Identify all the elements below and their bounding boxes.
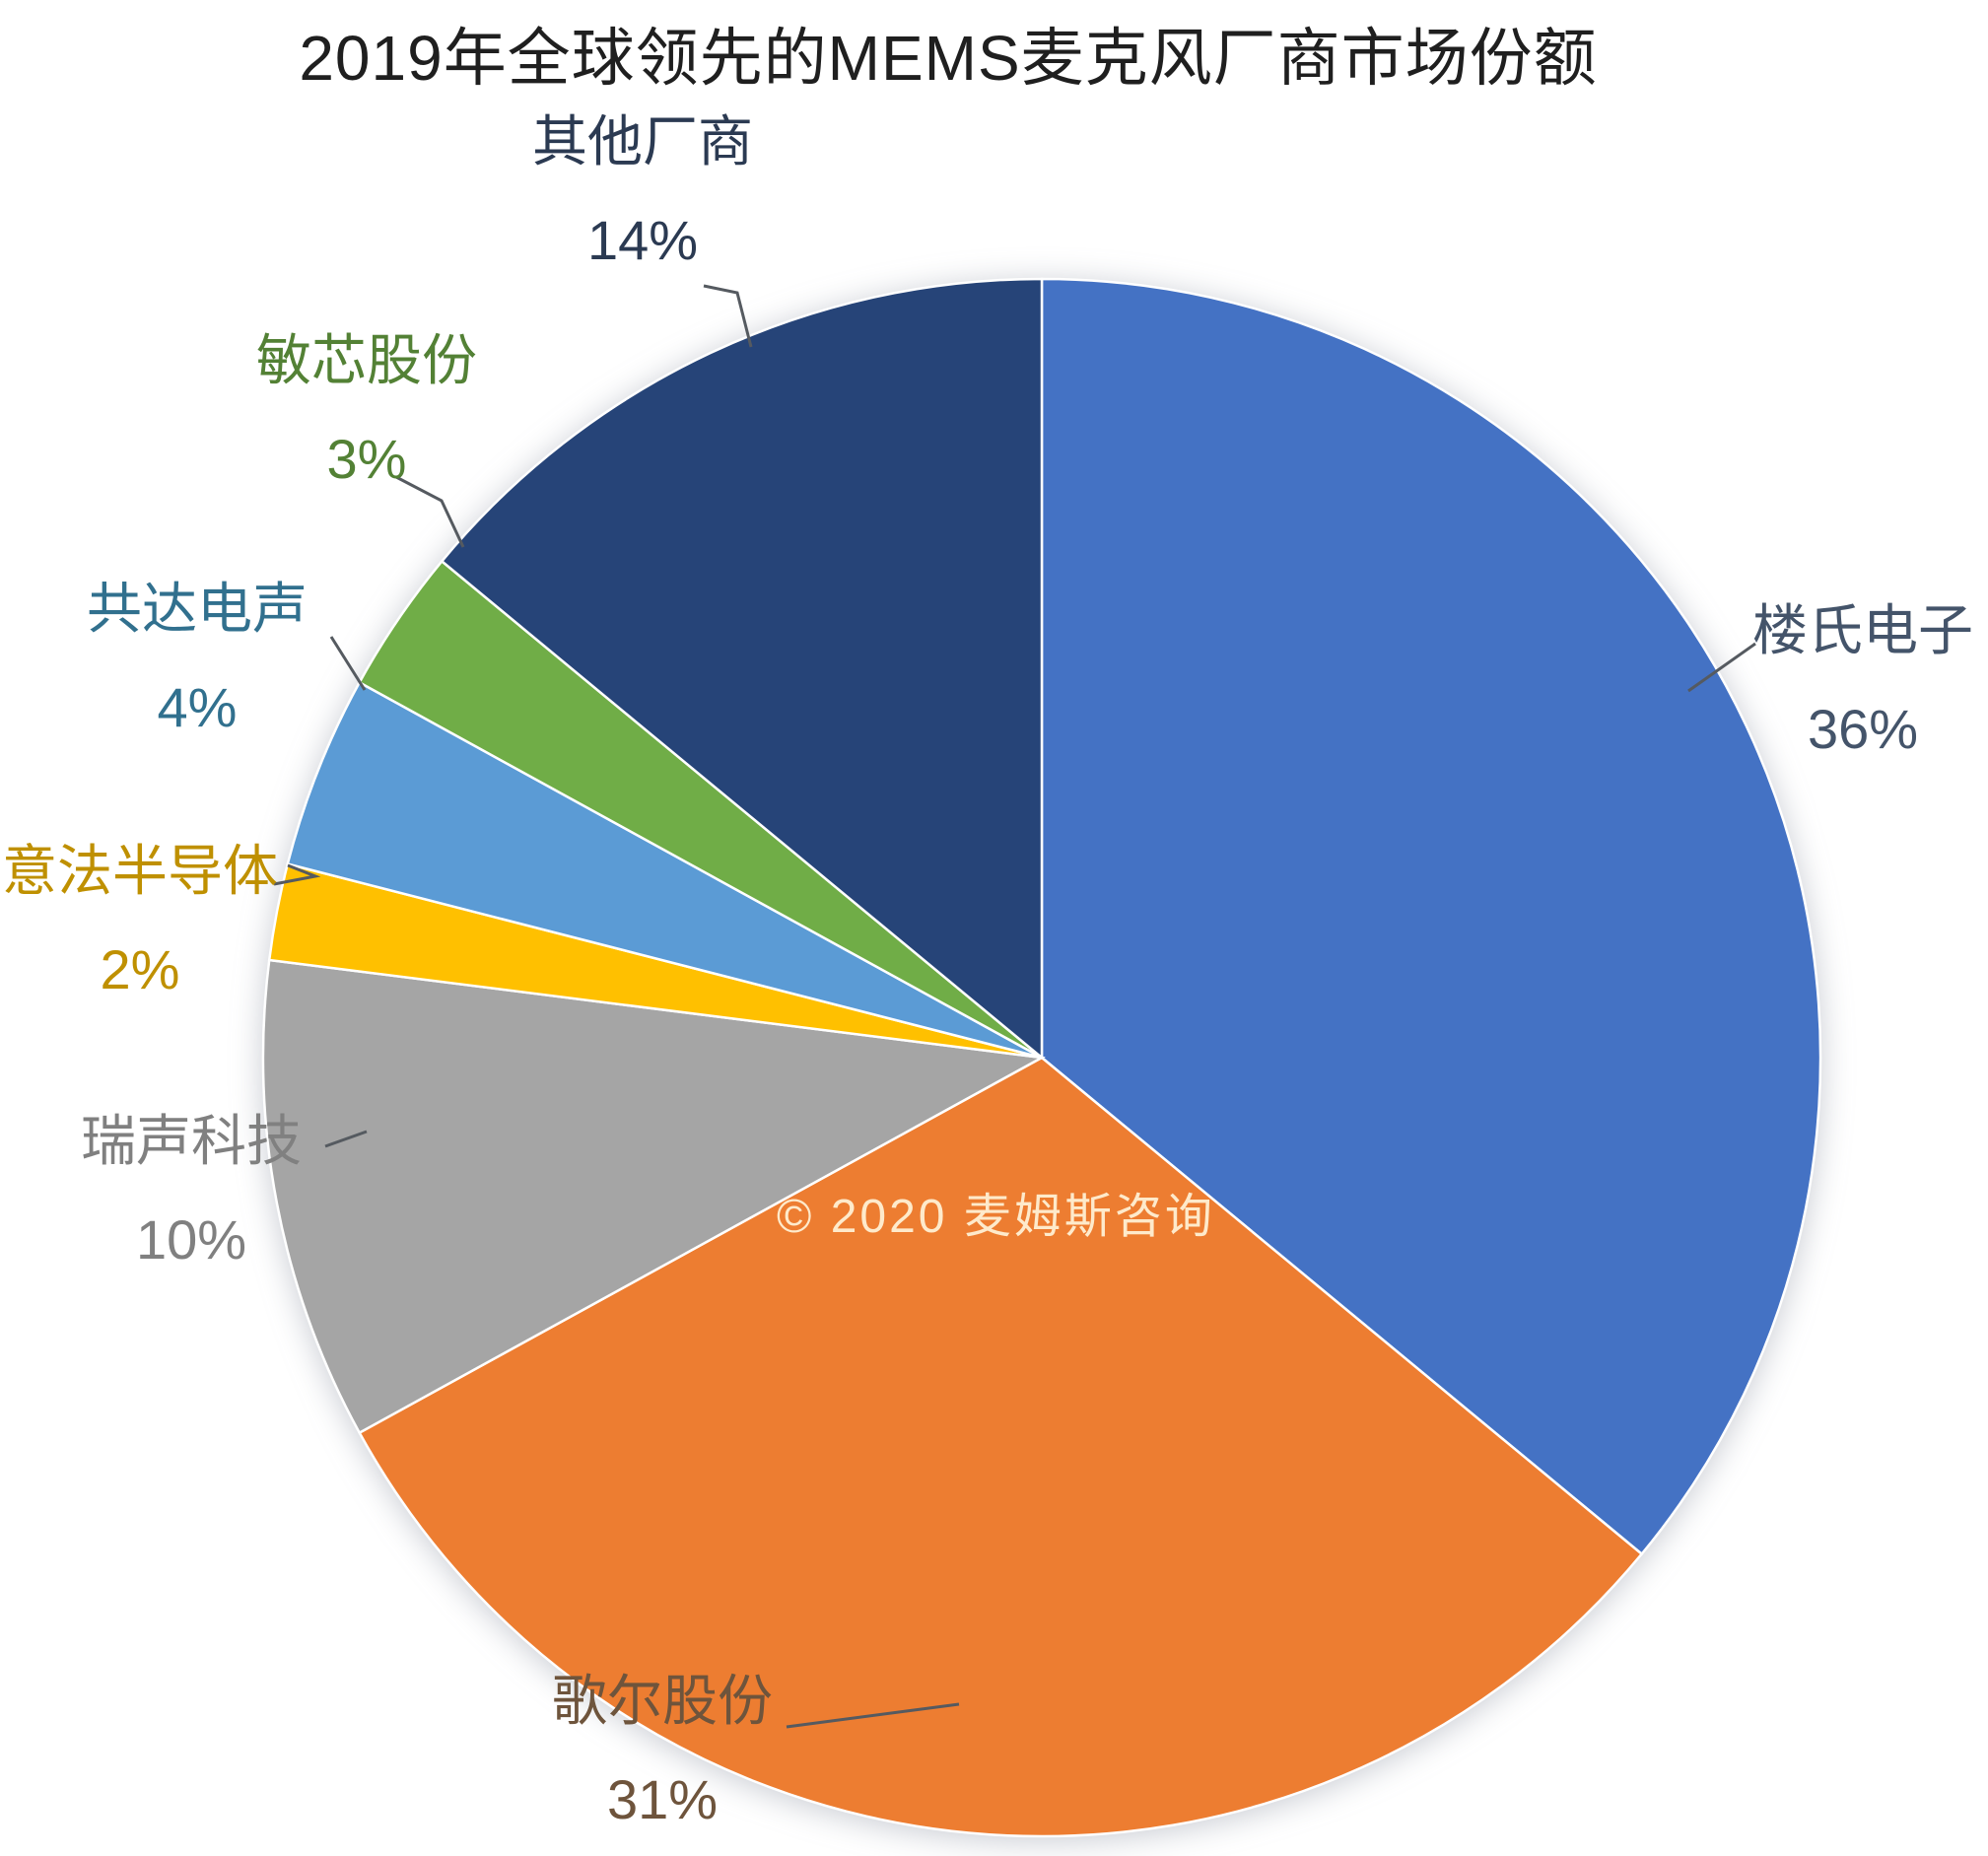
leader-line-0 <box>1687 642 1756 693</box>
label-st: 意法半导体 2% <box>0 844 300 997</box>
label-knowles-name: 楼氏电子 <box>1752 599 1973 661</box>
label-others-pct: 14% <box>586 209 699 271</box>
pie-slice-2 <box>261 958 1046 1435</box>
pie-slice-6 <box>440 277 1044 1061</box>
label-aac: 瑞声科技 10% <box>34 1114 349 1268</box>
leader-line-5 <box>395 475 465 548</box>
pie-slices-group <box>261 277 1822 1838</box>
watermark: © 2020 麦姆斯咨询 <box>777 1191 1215 1243</box>
leader-line-2 <box>324 1130 368 1148</box>
leader-line-3 <box>273 863 321 886</box>
label-knowles: 楼氏电子 36% <box>1715 603 1988 757</box>
label-minchip: 敏芯股份 3% <box>209 333 524 487</box>
label-gettop-pct: 4% <box>157 676 238 738</box>
leader-line-1 <box>786 1702 960 1729</box>
label-minchip-pct: 3% <box>326 428 407 490</box>
label-aac-pct: 10% <box>135 1208 247 1271</box>
label-gettop-name: 共达电声 <box>87 578 308 640</box>
leader-line-4 <box>329 636 367 691</box>
pie-slice-4 <box>286 680 1043 1060</box>
chart-title: 2019年全球领先的MEMS麦克风厂商市场份额 <box>299 23 1598 94</box>
label-others-name: 其他厂商 <box>532 110 753 172</box>
label-minchip-name: 敏芯股份 <box>256 329 477 391</box>
label-goertek-pct: 31% <box>606 1768 719 1830</box>
label-knowles-pct: 36% <box>1807 698 1919 760</box>
pie-slice-0 <box>1040 277 1822 1556</box>
leader-line-6 <box>703 284 753 348</box>
pie-slice-1 <box>358 1056 1644 1838</box>
label-gettop: 共达电声 4% <box>39 582 355 735</box>
label-goertek-name: 歌尔股份 <box>552 1670 773 1732</box>
label-st-name: 意法半导体 <box>2 840 278 902</box>
label-aac-name: 瑞声科技 <box>81 1110 302 1172</box>
label-goertek: 歌尔股份 31% <box>505 1674 820 1827</box>
label-others: 其他厂商 14% <box>485 114 800 268</box>
label-st-pct: 2% <box>100 938 180 1000</box>
